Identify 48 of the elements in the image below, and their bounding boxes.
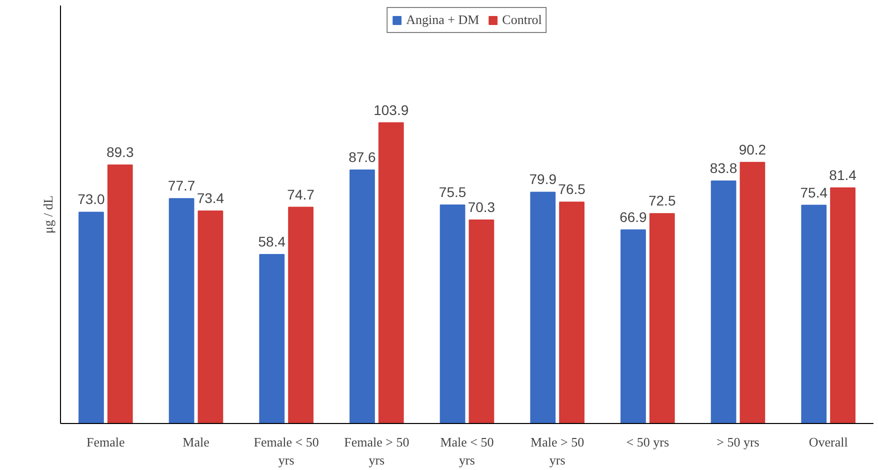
bar	[649, 213, 675, 424]
bar	[198, 210, 224, 424]
legend-label: Angina + DM	[406, 12, 480, 28]
data-label: 103.9	[374, 102, 409, 118]
data-label: 83.8	[710, 160, 738, 176]
data-label: 58.4	[258, 233, 286, 250]
x-tick-label: Female > 50 yrs	[344, 434, 410, 468]
data-label: 90.2	[738, 141, 766, 158]
bar	[288, 206, 314, 424]
x-tick-label: Male	[182, 434, 210, 450]
data-label: 79.9	[529, 171, 557, 188]
bar	[259, 254, 285, 424]
data-label: 70.3	[468, 199, 496, 216]
data-label: 75.4	[800, 184, 828, 200]
x-tick-label: < 50 yrs	[626, 434, 670, 450]
bar	[530, 192, 556, 424]
data-label: 75.5	[438, 184, 466, 200]
x-tick-label: Male > 50 yrs	[530, 434, 584, 468]
data-label: 81.4	[829, 166, 857, 183]
data-label: 66.9	[620, 208, 648, 225]
legend-label: Control	[502, 12, 542, 28]
bar	[378, 122, 404, 424]
bar	[801, 204, 827, 424]
data-label: 73.4	[196, 190, 224, 206]
bar	[350, 169, 375, 424]
bar	[107, 164, 133, 424]
bar	[168, 198, 194, 424]
x-tick-label: Male < 50 yrs	[440, 434, 494, 468]
x-tick-label: Overall	[808, 434, 848, 450]
y-axis-title: μg / dL	[40, 195, 56, 234]
bar	[468, 220, 494, 424]
data-label: 89.3	[106, 144, 134, 160]
bar	[620, 229, 646, 424]
bar	[830, 187, 856, 424]
x-tick-label: Female < 50 yrs	[254, 434, 319, 468]
data-label: 72.5	[648, 192, 676, 209]
x-tick-label: > 50 yrs	[716, 434, 760, 450]
bar	[559, 202, 584, 424]
data-label: 73.0	[78, 191, 106, 208]
bar	[78, 212, 104, 424]
data-label: 87.6	[348, 148, 376, 165]
bar	[440, 204, 466, 424]
data-label: 77.7	[168, 178, 196, 194]
bar	[710, 180, 736, 424]
data-label: 74.7	[287, 186, 315, 202]
bar	[740, 162, 766, 424]
data-label: 76.5	[558, 181, 586, 198]
x-tick-label: Female	[86, 434, 126, 450]
